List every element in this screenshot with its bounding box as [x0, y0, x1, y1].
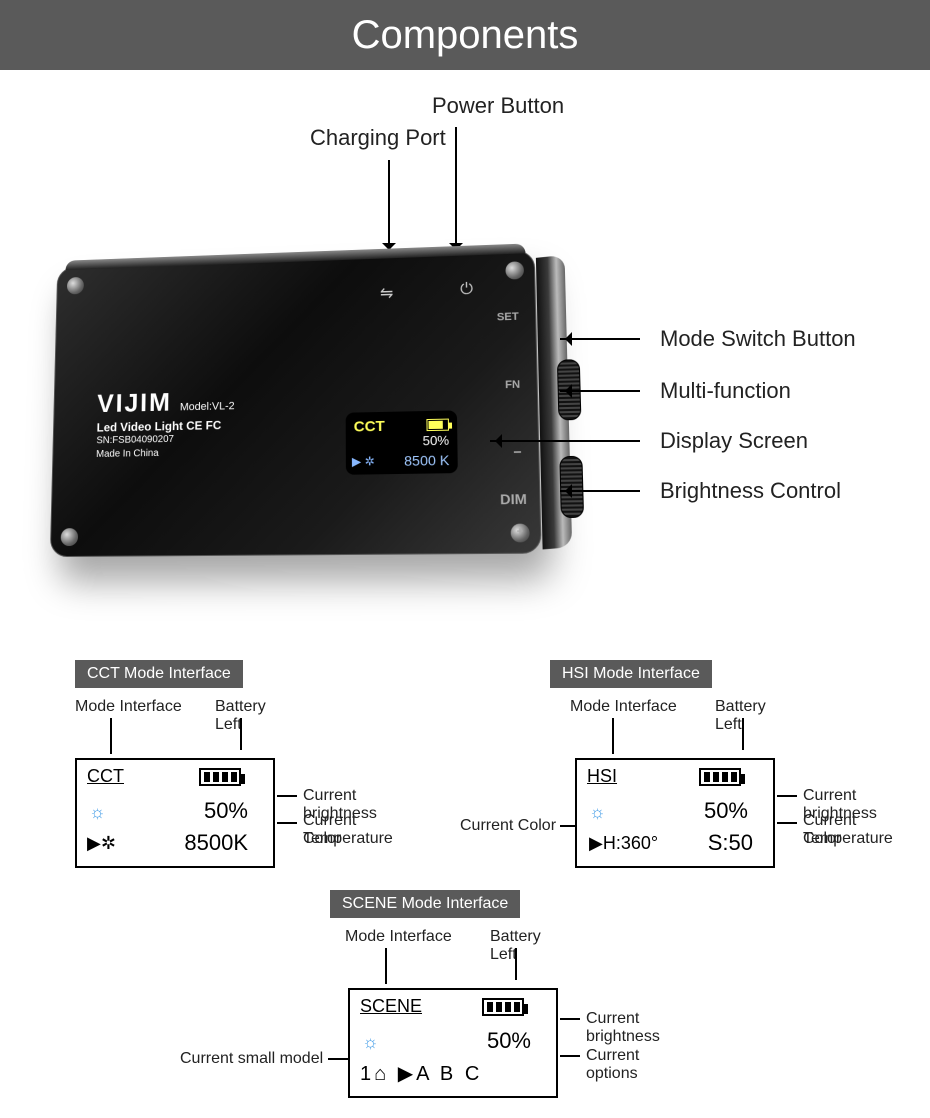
cct-header: CCT Mode Interface — [75, 660, 243, 688]
device: ⇋ ⏻ VIJIM Model:VL-2 Led Video Light CE … — [45, 255, 575, 605]
scene-header: SCENE Mode Interface — [330, 890, 520, 918]
disp-battery-icon — [426, 419, 449, 432]
disp-mode: CCT — [354, 418, 385, 436]
display-screen: CCT 50% 8500 K ▶ ✲ — [346, 410, 458, 474]
made-in: Made In China — [96, 447, 234, 460]
model: Model:VL-2 — [180, 400, 235, 413]
hsi-bl: Battery Left — [715, 698, 775, 734]
cct-c3: Temperature — [303, 830, 393, 848]
cct-mi: Mode Interface — [75, 698, 182, 716]
fn-label: FN — [505, 379, 520, 391]
scene-c0: Current small model — [180, 1050, 323, 1068]
serial: SN:FSB04090207 — [96, 433, 234, 446]
cct-icon2: ▶✲ — [87, 833, 116, 854]
set-label: SET — [497, 311, 519, 324]
hsi-c0: Current Color — [460, 817, 556, 835]
cct-battery-icon — [199, 768, 241, 786]
cct-pct: 50% — [204, 798, 248, 824]
disp-kelvin: 8500 K — [404, 452, 450, 469]
hsi-block: HSI Mode Interface Mode Interface Batter… — [550, 660, 775, 868]
minus-label: − — [513, 444, 522, 460]
title-text: Components — [352, 13, 579, 58]
cct-bl: Battery Left — [215, 698, 275, 734]
hsi-mi: Mode Interface — [570, 698, 677, 716]
product-line: Led Video Light CE FC — [97, 418, 235, 434]
cct-block: CCT Mode Interface Mode Interface Batter… — [75, 660, 275, 868]
label-mode-switch: Mode Switch Button — [660, 326, 856, 352]
arrow-charging — [388, 160, 390, 255]
arrow-display — [490, 440, 640, 442]
hsi-box: HSI ☼ 50% ▶H:360° S:50 — [575, 758, 775, 868]
brightness-icon: ☼ — [362, 1032, 379, 1053]
scene-c1: Current brightness — [586, 1010, 660, 1046]
cct-val: 8500K — [184, 830, 248, 856]
hsi-header: HSI Mode Interface — [550, 660, 712, 688]
scene-mi: Mode Interface — [345, 928, 452, 946]
hsi-pct: 50% — [704, 798, 748, 824]
label-power-button: Power Button — [432, 93, 564, 119]
disp-percent: 50% — [422, 433, 449, 449]
hsi-c3: Temperature — [803, 830, 893, 848]
disp-icons: ▶ ✲ — [352, 454, 375, 468]
arrow-multi — [560, 390, 640, 392]
label-multi: Multi-function — [660, 378, 791, 404]
scene-c2: Current options — [586, 1047, 639, 1083]
hsi-battery-icon — [699, 768, 741, 786]
hsi-h: ▶H:360° — [589, 833, 658, 854]
scene-bl: Battery Left — [490, 928, 558, 964]
brand-block: VIJIM Model:VL-2 Led Video Light CE FC S… — [96, 386, 235, 460]
brand-name: VIJIM — [97, 387, 172, 419]
arrow-power — [455, 127, 457, 255]
top-callouts: Power Button Charging Port — [0, 85, 930, 265]
dim-label: DIM — [500, 491, 527, 508]
arrow-mode-switch — [560, 338, 640, 340]
hsi-s: S:50 — [708, 830, 753, 856]
scene-row: 1⌂ ▶A B C — [360, 1061, 482, 1086]
scene-block: SCENE Mode Interface Mode Interface Batt… — [330, 890, 558, 1098]
brightness-icon: ☼ — [89, 802, 106, 823]
arrow-brightness — [560, 490, 640, 492]
cct-box: CCT ☼ 50% ▶✲ 8500K — [75, 758, 275, 868]
hsi-name: HSI — [587, 766, 617, 787]
label-display: Display Screen — [660, 428, 808, 454]
brightness-icon: ☼ — [589, 802, 606, 823]
scene-battery-icon — [482, 998, 524, 1016]
plus-label: + — [516, 526, 523, 539]
power-icon: ⏻ — [460, 281, 473, 299]
title-bar: Components — [0, 0, 930, 70]
cct-name: CCT — [87, 766, 124, 787]
scene-name: SCENE — [360, 996, 422, 1017]
usb-port-icon: ⇋ — [380, 283, 394, 303]
label-brightness: Brightness Control — [660, 478, 841, 504]
scene-box: SCENE ☼ 50% 1⌂ ▶A B C — [348, 988, 558, 1098]
label-charging-port: Charging Port — [310, 125, 446, 151]
scene-pct: 50% — [487, 1028, 531, 1054]
